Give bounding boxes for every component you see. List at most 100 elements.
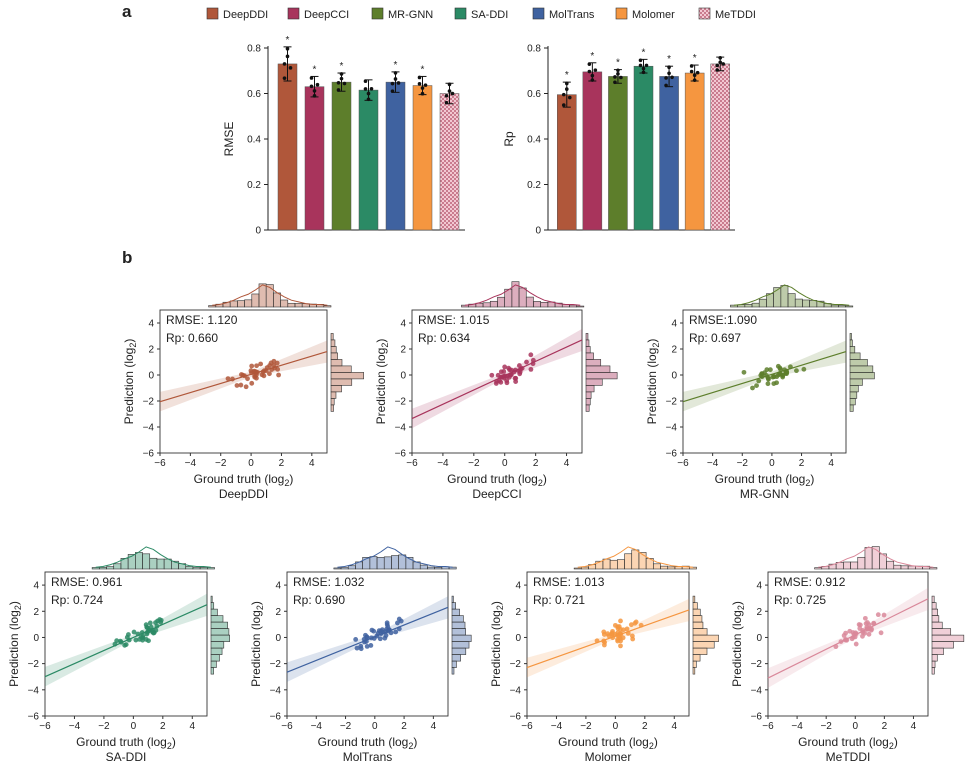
legend-label-moltrans: MolTrans — [549, 9, 595, 21]
histogram-bar-top — [185, 566, 194, 570]
data-point — [618, 631, 624, 637]
y-axis-title: Prediction (log2) — [645, 339, 661, 425]
histogram-bar-top — [751, 302, 760, 308]
histogram-bar-top — [540, 302, 549, 308]
y-tick-label: 0.8 — [527, 44, 541, 55]
data-point — [856, 622, 862, 627]
replicate-point — [369, 87, 374, 91]
data-point — [122, 642, 128, 648]
y-tick-label: 0 — [255, 226, 261, 237]
y-tick-label: −4 — [395, 423, 407, 434]
data-point — [620, 627, 626, 633]
histogram-bar-top — [850, 561, 859, 570]
histogram-bar-top — [802, 299, 810, 308]
y-axis-title: Prediction (log2) — [7, 601, 23, 687]
histogram-bar-right — [585, 385, 595, 393]
x-axis-title: Ground truth (log2) — [447, 472, 547, 488]
y-tick-label: −6 — [143, 449, 155, 460]
bar-chart-rmse: 0 0.2 0.4 0.6 0.8 RMSE * * * * * — [222, 35, 465, 237]
data-point — [777, 365, 783, 371]
data-point — [396, 626, 402, 632]
data-point — [354, 645, 360, 651]
histogram-bar-top — [780, 285, 789, 308]
y-tick-label: −4 — [510, 685, 522, 696]
data-point — [628, 622, 634, 628]
histogram-bar-top — [581, 566, 589, 570]
legend-swatch-moltrans — [532, 7, 545, 20]
y-axis-title-text: Prediction (log — [489, 610, 503, 687]
data-point — [502, 373, 508, 379]
histogram-bar-right — [849, 385, 859, 393]
x-axis-title: Ground truth (log2) — [798, 735, 898, 751]
replicate-point — [613, 75, 617, 79]
histogram-bar-right — [849, 372, 875, 380]
legend-swatch-molomer — [615, 7, 628, 20]
y-tick-label: 0.4 — [247, 135, 261, 146]
x-tick-label: 0 — [613, 721, 619, 732]
replicate-point — [718, 60, 723, 65]
significance-star: * — [340, 61, 344, 72]
histogram-bar-right — [330, 365, 352, 373]
bar-deepcci — [304, 86, 325, 231]
x-axis-title-subscript: 2 — [649, 741, 654, 751]
panel-label-b: b — [122, 248, 132, 267]
histogram-bar-top — [340, 567, 349, 570]
histogram-bar-right — [692, 667, 696, 675]
replicate-point — [692, 78, 697, 82]
significance-star: * — [394, 60, 398, 71]
histogram-bar-right — [692, 634, 719, 642]
y-tick-label: 4 — [275, 581, 281, 592]
histogram-bar-right — [330, 391, 337, 399]
x-tick-label: 2 — [799, 458, 805, 469]
histogram-bar-top — [280, 299, 289, 308]
histogram-bar-top — [489, 300, 498, 308]
histogram-bar-right — [931, 628, 952, 636]
y-axis-title-close: ) — [645, 339, 659, 343]
histogram-bar-top — [142, 553, 151, 570]
significance-star: * — [421, 64, 425, 75]
legend-label-molomer: Molomer — [632, 9, 675, 21]
data-point — [765, 375, 771, 381]
histogram-bar-top — [323, 305, 332, 308]
histogram-bar-right — [849, 333, 852, 341]
y-tick-label: 4 — [756, 581, 762, 592]
histogram-bar-top — [251, 293, 260, 308]
y-tick-label: 0 — [275, 633, 281, 644]
x-tick-label: −2 — [820, 721, 832, 732]
y-axis-title-subscript: 2 — [736, 605, 746, 610]
replicate-point — [619, 75, 623, 80]
y-tick-label: 4 — [671, 319, 677, 330]
x-axis-title-text: Ground truth (log — [558, 735, 649, 749]
x-axis-title-text: Ground truth (log — [318, 735, 409, 749]
replicate-point — [363, 87, 368, 91]
histogram-bar-right — [451, 595, 454, 603]
y-tick-label: 4 — [33, 581, 39, 592]
y-tick-label: 0.6 — [247, 89, 261, 100]
y-axis-title-subscript: 2 — [13, 605, 23, 610]
data-point — [528, 366, 534, 372]
data-point — [382, 635, 388, 641]
rp-label: Rp: 0.634 — [418, 331, 470, 345]
histogram-bar-top — [419, 564, 428, 570]
replicate-point — [670, 75, 674, 80]
data-point — [124, 634, 130, 640]
histogram-bar-top — [744, 304, 753, 308]
data-point — [364, 644, 370, 649]
y-tick-label: 2 — [275, 607, 281, 618]
y-axis-title: Prediction (log2) — [249, 601, 265, 687]
x-tick-label: 2 — [401, 721, 407, 732]
replicate-point — [561, 103, 566, 107]
replicate-point — [689, 69, 694, 74]
legend-swatch-deepddi — [206, 7, 219, 20]
data-point — [788, 364, 793, 370]
replicate-point — [564, 81, 569, 86]
histogram-bar-right — [330, 404, 334, 412]
data-point — [601, 638, 607, 644]
bar-deepcci — [582, 71, 603, 231]
x-axis-title: Ground truth (log2) — [715, 472, 815, 488]
histogram-bar-right — [849, 346, 856, 354]
replicate-point — [312, 89, 317, 93]
histogram-bar-top — [830, 304, 839, 308]
legend: DeepDDI DeepCCI MR-GNN SA-DDI MolTrans Molome… — [206, 7, 756, 21]
